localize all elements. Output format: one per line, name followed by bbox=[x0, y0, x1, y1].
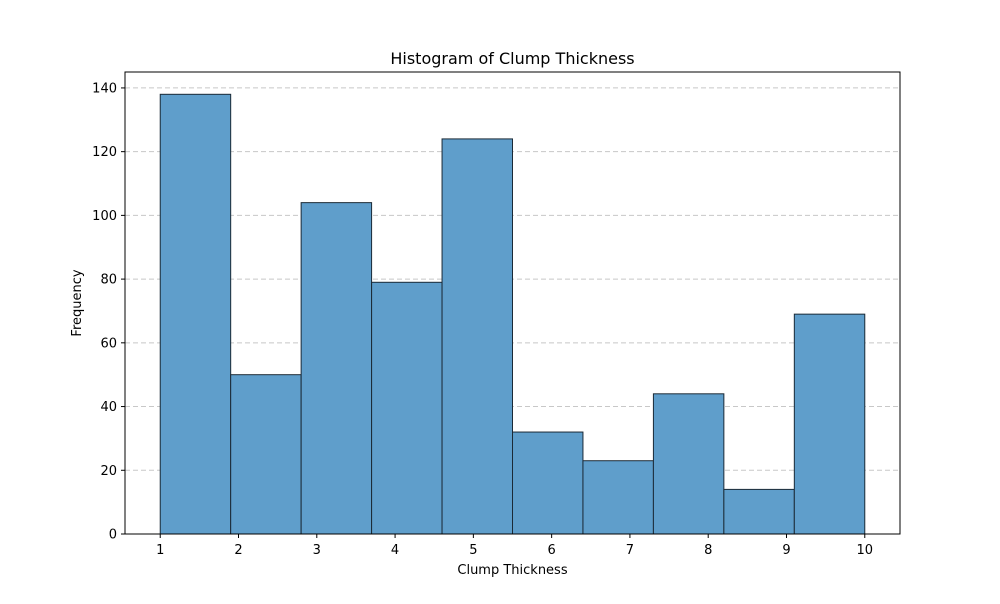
y-tick-label: 40 bbox=[100, 400, 117, 415]
histogram-bar bbox=[159, 93, 232, 535]
histogram-bar bbox=[441, 138, 513, 535]
y-axis-label: Frequency bbox=[70, 269, 85, 336]
y-tick-label: 100 bbox=[92, 209, 117, 224]
histogram-bar bbox=[652, 393, 725, 535]
x-tick-label: 8 bbox=[704, 543, 712, 558]
x-tick-label: 4 bbox=[391, 543, 399, 558]
histogram-bar bbox=[793, 313, 866, 535]
plot-frame bbox=[124, 71, 901, 535]
y-tick-label: 120 bbox=[92, 145, 117, 160]
y-tick-label: 140 bbox=[92, 81, 117, 96]
x-tick-label: 5 bbox=[469, 543, 477, 558]
histogram-bar bbox=[512, 431, 584, 535]
x-tick-label: 3 bbox=[313, 543, 321, 558]
x-axis-ticks: 1 2 3 4 5 6 7 8 9 10 bbox=[156, 534, 873, 558]
histogram-bar bbox=[582, 460, 654, 535]
x-tick-label: 2 bbox=[234, 543, 242, 558]
x-tick-label: 6 bbox=[548, 543, 556, 558]
histogram-bar bbox=[723, 488, 795, 535]
y-tick-label: 60 bbox=[100, 336, 117, 351]
y-tick-label: 80 bbox=[100, 273, 117, 288]
bars bbox=[159, 93, 866, 535]
x-tick-label: 1 bbox=[156, 543, 164, 558]
y-tick-label: 20 bbox=[100, 464, 117, 479]
x-tick-label: 10 bbox=[856, 543, 873, 558]
x-tick-label: 9 bbox=[782, 543, 790, 558]
y-tick-label: 0 bbox=[109, 528, 117, 543]
chart-title: Histogram of Clump Thickness bbox=[390, 49, 634, 68]
histogram-bar bbox=[300, 202, 373, 535]
x-tick-label: 7 bbox=[626, 543, 634, 558]
histogram-bar bbox=[371, 281, 443, 535]
x-axis-label: Clump Thickness bbox=[457, 563, 567, 578]
y-axis-ticks: 0 20 40 60 80 100 120 140 bbox=[92, 81, 125, 543]
histogram-bar bbox=[230, 374, 302, 535]
